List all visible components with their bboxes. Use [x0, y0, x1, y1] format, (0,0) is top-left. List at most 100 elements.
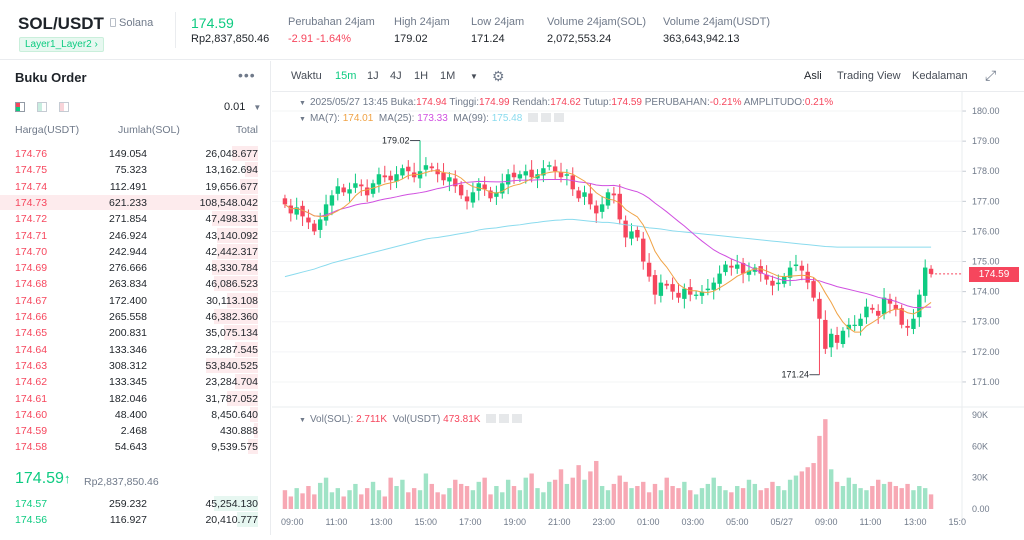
- view-depth[interactable]: Kedalaman: [912, 70, 968, 82]
- bid-row[interactable]: 174.56 116.927 20,410.777: [0, 511, 270, 528]
- info-close-label: Tutup:: [583, 97, 612, 108]
- candle-body: [723, 264, 728, 273]
- row-amount: 246.924: [109, 229, 147, 242]
- volume-bar: [306, 486, 311, 509]
- ask-row[interactable]: 174.64 133.346 23,287.545: [0, 341, 270, 357]
- network-label: Solana: [110, 17, 153, 29]
- ask-row[interactable]: 174.75 75.323 13,162.694: [0, 161, 270, 178]
- volume-bar: [729, 492, 734, 509]
- ask-row[interactable]: 174.58 54.643 9,539.575: [0, 438, 270, 455]
- ask-row[interactable]: 174.69 276.666 48,330.784: [0, 259, 270, 276]
- volume-bar: [881, 483, 887, 509]
- candle-body: [729, 265, 734, 268]
- arrow-up-icon: ↑: [63, 471, 71, 486]
- volume-bar: [617, 475, 622, 509]
- candle-body: [435, 169, 440, 175]
- ask-row[interactable]: 174.66 265.558 46,382.360: [0, 308, 270, 324]
- ask-row[interactable]: 174.63 308.312 53,840.525: [0, 357, 270, 373]
- view-tradingview[interactable]: Trading View: [837, 70, 901, 82]
- book-both-view-icon[interactable]: [15, 102, 25, 112]
- more-intervals-icon[interactable]: ▼: [470, 72, 478, 81]
- ask-row[interactable]: 174.68 263.834 46,086.523: [0, 275, 270, 292]
- collapse-icon[interactable]: ▼: [299, 116, 306, 123]
- ask-row[interactable]: 174.70 242.944 42,442.317: [0, 243, 270, 259]
- candle-body: [505, 174, 511, 185]
- ask-row[interactable]: 174.67 172.400 30,113.108: [0, 292, 270, 308]
- candle-body: [558, 172, 564, 178]
- interval-1h[interactable]: 1H: [414, 70, 429, 82]
- view-original[interactable]: Asli: [804, 70, 822, 82]
- book-bids-view-icon[interactable]: [37, 102, 47, 112]
- row-price: 174.72: [15, 213, 48, 226]
- volume-bar: [564, 483, 570, 509]
- price-chart[interactable]: 180.00 179.00 178.00 177.00 176.00 175.00 174.…: [272, 92, 1024, 535]
- candle-body: [306, 217, 311, 223]
- depth-bar: [214, 309, 258, 324]
- close-icon[interactable]: [554, 113, 565, 122]
- interval-15m[interactable]: 15m: [335, 70, 357, 82]
- candlestick-chart[interactable]: 180.00179.00178.00177.00176.00175.00174.…: [272, 92, 1024, 535]
- tick-size-select[interactable]: 0.01 ▼: [224, 101, 261, 113]
- interval-1m[interactable]: 1M: [440, 70, 456, 82]
- volume-bar: [482, 477, 487, 509]
- candle-body: [817, 298, 822, 319]
- stat-value: 363,643,942.13: [663, 33, 740, 45]
- ask-row[interactable]: 174.65 200.831 35,075.134: [0, 324, 270, 341]
- category-tag[interactable]: Layer1_Layer2 ›: [19, 37, 104, 52]
- row-total: 42,442.317: [205, 245, 258, 258]
- row-total: 20,410.777: [205, 514, 258, 527]
- ask-row[interactable]: 174.71 246.924 43,140.092: [0, 227, 270, 243]
- row-total: 48,330.784: [205, 262, 258, 275]
- candle-body: [735, 264, 740, 269]
- settings-icon[interactable]: [499, 414, 510, 423]
- bid-row[interactable]: 174.57 259.232 45,254.130: [0, 495, 270, 511]
- volume-bar: [711, 477, 716, 509]
- ma7-line: [284, 170, 932, 333]
- settings-icon[interactable]: [541, 113, 552, 122]
- ask-row[interactable]: 174.59 2.468 430.888: [0, 422, 270, 439]
- eye-icon[interactable]: [486, 414, 497, 423]
- x-tick-label: 19:00: [504, 517, 527, 527]
- depth-bar: [239, 178, 258, 194]
- volume-bar: [329, 492, 335, 509]
- volume-bar: [746, 479, 752, 509]
- ask-row[interactable]: 174.62 133.345 23,284.704: [0, 373, 270, 390]
- interval-4j[interactable]: 4J: [390, 70, 402, 82]
- ask-row[interactable]: 174.76 149.054 26,048.677: [0, 145, 270, 161]
- ask-row[interactable]: 174.60 48.400 8,450.640: [0, 406, 270, 422]
- mid-price[interactable]: 174.59↑: [15, 470, 70, 488]
- collapse-icon[interactable]: ▼: [299, 100, 306, 107]
- fullscreen-icon[interactable]: ⤢: [985, 67, 997, 83]
- ask-row[interactable]: 174.72 271.854 47,498.331: [0, 210, 270, 227]
- volume-bar: [541, 492, 546, 509]
- depth-bar: [211, 260, 258, 276]
- close-icon[interactable]: [512, 414, 523, 423]
- ask-row[interactable]: 174.73 621.233 108,548.042: [0, 194, 270, 210]
- volume-bar: [417, 490, 423, 509]
- book-asks-view-icon[interactable]: [59, 102, 69, 112]
- stat-label: Perubahan 24jam: [288, 16, 375, 28]
- y-tick-label: 173.00: [972, 317, 1000, 327]
- volume-bar: [511, 486, 517, 509]
- ask-row[interactable]: 174.74 112.491 19,656.677: [0, 178, 270, 194]
- gear-icon[interactable]: ⚙: [492, 68, 505, 84]
- row-price: 174.58: [15, 441, 48, 454]
- row-total: 47,498.331: [205, 213, 258, 226]
- volume-bar: [870, 486, 875, 509]
- row-price: 174.59: [15, 425, 48, 438]
- symbol-title[interactable]: SOL/USDT: [18, 14, 104, 33]
- collapse-icon[interactable]: ▼: [299, 417, 306, 424]
- volume-bar: [787, 479, 793, 509]
- high-marker-label: 179.02: [382, 136, 410, 146]
- more-options-icon[interactable]: •••: [238, 67, 256, 83]
- ohlc-info: ▼ 2025/05/27 13:45 Buka:174.94 Tinggi:174…: [299, 97, 833, 108]
- ma25-label: MA(25):: [378, 113, 415, 124]
- interval-1j[interactable]: 1J: [367, 70, 379, 82]
- candle-body: [664, 283, 669, 286]
- candle-body: [359, 184, 364, 187]
- row-total: 19,656.677: [205, 180, 258, 193]
- eye-icon[interactable]: [528, 113, 539, 122]
- candle-body: [288, 205, 294, 214]
- ask-row[interactable]: 174.61 182.046 31,787.052: [0, 390, 270, 406]
- candle-body: [447, 177, 452, 182]
